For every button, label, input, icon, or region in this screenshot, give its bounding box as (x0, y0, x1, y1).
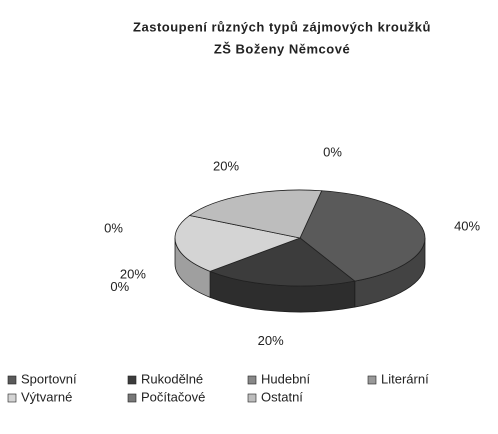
legend-label: Počítačové (141, 389, 205, 404)
legend-label: Ostatní (261, 389, 303, 404)
legend-marker (7, 393, 17, 403)
legend-marker (247, 393, 257, 403)
data-label: 0% (104, 220, 123, 235)
legend-marker (7, 375, 17, 385)
legend-label: Literární (381, 371, 429, 386)
pie-side-shade (354, 238, 425, 308)
legend-marker (127, 375, 137, 385)
pie-slice (208, 237, 356, 287)
chart-title: Zastoupení různých typů zájmových kroužk… (133, 19, 431, 34)
legend-label: Rukodělné (141, 371, 203, 386)
legend-marker (367, 375, 377, 385)
legend-marker (247, 375, 257, 385)
data-label: 20% (213, 159, 239, 174)
pie-side-shade (175, 238, 211, 298)
pie-slice (299, 190, 426, 282)
chart-subtitle: ZŠ Boženy Němcové (214, 41, 350, 56)
legend-label: Hudební (261, 371, 311, 386)
pie-slice (188, 189, 323, 239)
data-label: 0% (110, 279, 129, 294)
legend-marker (127, 393, 137, 403)
data-label: 0% (323, 145, 342, 160)
pie-slice (174, 215, 302, 272)
legend-label: Sportovní (21, 371, 77, 386)
data-label: 20% (258, 333, 284, 348)
data-label: 40% (454, 218, 480, 233)
legend-label: Výtvarné (21, 389, 72, 404)
data-label: 20% (120, 266, 146, 281)
